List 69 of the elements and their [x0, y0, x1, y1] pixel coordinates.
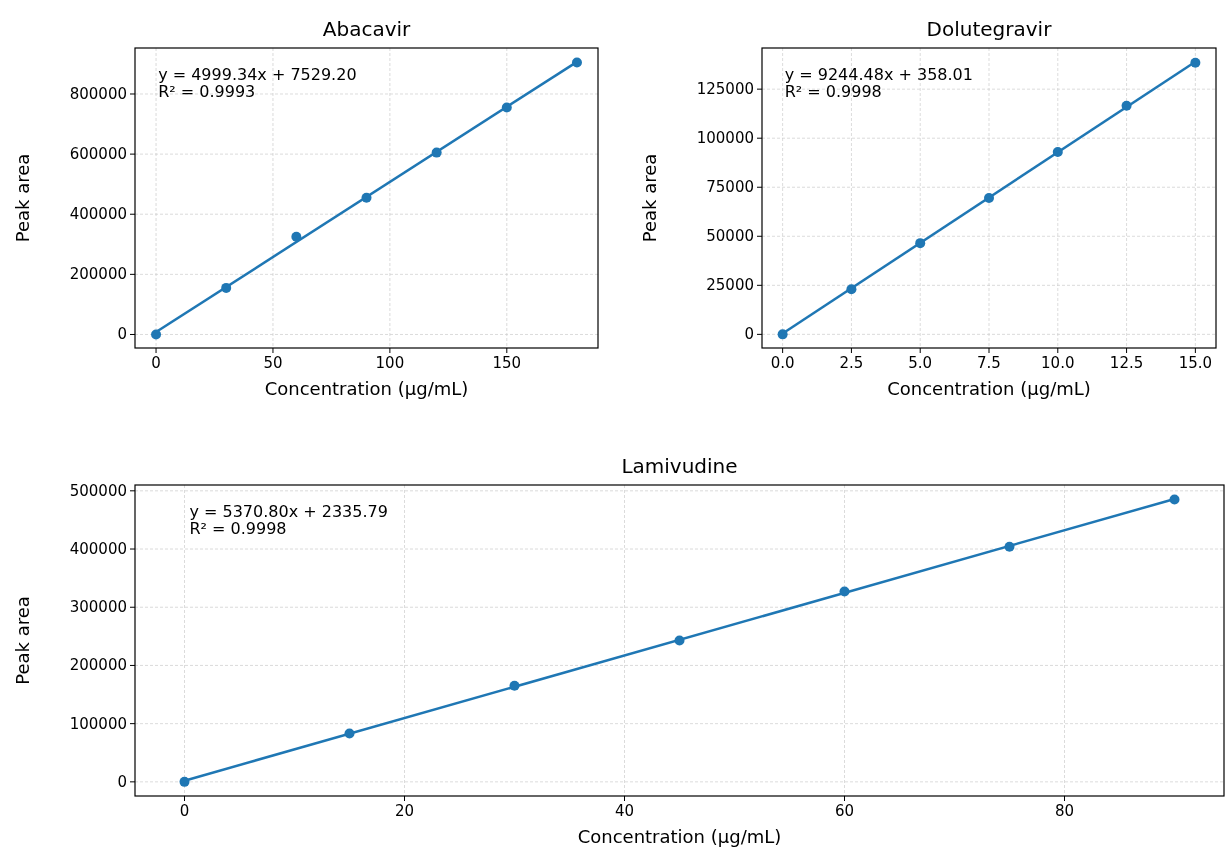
- x-tick-label: 80: [1054, 802, 1075, 820]
- y-tick-label: 0: [117, 325, 127, 344]
- annotation: R² = 0.9998: [784, 82, 882, 101]
- y-tick-label: 100000: [69, 714, 127, 733]
- y-axis-title: Peak area: [12, 153, 33, 243]
- point: [1004, 541, 1015, 552]
- x-tick-label: 10.0: [1041, 354, 1075, 372]
- point: [846, 284, 857, 295]
- point: [221, 282, 232, 293]
- y-tick-label: 300000: [69, 598, 127, 617]
- chart-title: Lamivudine: [621, 454, 738, 478]
- y-tick-label: 600000: [69, 145, 127, 164]
- y-axis-title: Peak area: [639, 153, 660, 243]
- point: [361, 192, 372, 203]
- x-tick-label: 20: [394, 802, 415, 820]
- point: [984, 193, 994, 204]
- annotation: R² = 0.9998: [189, 519, 287, 538]
- y-tick-label: 400000: [69, 205, 127, 224]
- annotation: R² = 0.9993: [158, 82, 256, 101]
- x-tick-label: 40: [614, 802, 635, 820]
- y-tick-label: 125000: [696, 80, 754, 99]
- annotation: y = 4999.34x + 7529.20: [158, 65, 357, 84]
- point: [501, 102, 512, 113]
- point: [1190, 57, 1201, 68]
- point: [344, 728, 355, 739]
- point: [1052, 146, 1063, 157]
- y-tick-label: 25000: [706, 276, 754, 295]
- y-tick-label: 200000: [69, 656, 127, 675]
- point: [179, 776, 190, 787]
- y-tick-label: 100000: [696, 129, 754, 148]
- y-tick-label: 0: [117, 772, 127, 791]
- x-tick-label: 0: [179, 802, 190, 820]
- point: [431, 147, 442, 158]
- x-tick-label: 7.5: [977, 354, 1001, 372]
- x-tick-label: 0: [151, 354, 161, 372]
- point: [915, 238, 926, 249]
- point: [777, 329, 788, 340]
- point: [509, 680, 520, 691]
- x-axis-title: Concentration (µg/mL): [264, 378, 469, 399]
- x-tick-label: 2.5: [839, 354, 864, 372]
- x-axis-title: Concentration (µg/mL): [577, 826, 782, 847]
- y-axis-title: Peak area: [12, 596, 33, 685]
- y-tick-label: 0: [744, 325, 754, 344]
- x-tick-label: 100: [375, 354, 405, 372]
- y-tick-label: 75000: [706, 178, 754, 197]
- x-tick-label: 5.0: [908, 354, 933, 372]
- x-tick-label: 60: [834, 802, 855, 820]
- point: [291, 231, 302, 242]
- annotation: y = 5370.80x + 2335.79: [189, 502, 388, 521]
- y-tick-label: 200000: [69, 265, 127, 284]
- point: [674, 635, 685, 646]
- point: [571, 57, 582, 68]
- x-axis-title: Concentration (µg/mL): [887, 378, 1091, 399]
- point: [839, 586, 850, 597]
- x-tick-label: 12.5: [1109, 354, 1144, 372]
- chart-title: Dolutegravir: [926, 17, 1053, 41]
- point: [1169, 494, 1180, 505]
- x-tick-label: 50: [263, 354, 283, 372]
- chart-title: Abacavir: [322, 17, 412, 41]
- y-tick-label: 400000: [69, 540, 127, 559]
- point: [151, 329, 162, 340]
- annotation: y = 9244.48x + 358.01: [784, 65, 973, 84]
- y-tick-label: 800000: [69, 84, 127, 103]
- x-tick-label: 15.0: [1178, 354, 1213, 372]
- x-tick-label: 0.0: [770, 354, 795, 372]
- y-tick-label: 500000: [69, 481, 127, 500]
- y-tick-label: 50000: [706, 227, 754, 246]
- x-tick-label: 150: [492, 354, 522, 372]
- point: [1121, 100, 1132, 111]
